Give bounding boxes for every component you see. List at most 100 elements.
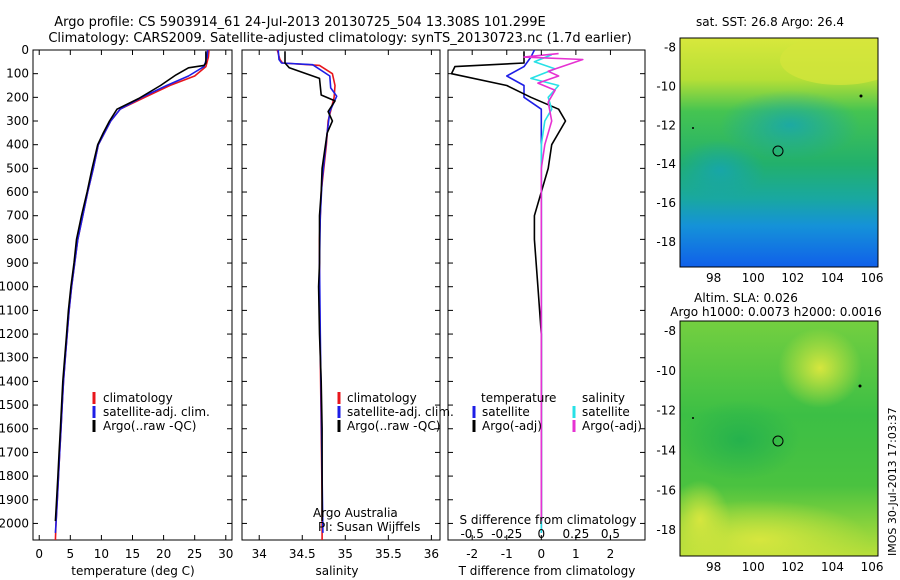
salinity-annotation-line-1: Argo Australia (313, 506, 398, 520)
legend-title-salinity: salinity (582, 391, 625, 405)
s-tick-label: -0.25 (491, 527, 522, 541)
legend-label-climatology: climatology (347, 391, 417, 405)
legend-label-satellite: satellite-adj. clim. (347, 405, 454, 419)
s-difference-label: S difference from climatology (460, 513, 637, 527)
title-line-1: Argo profile: CS 5903914_61 24-Jul-2013 … (54, 15, 545, 30)
y-tick-label: 600 (6, 185, 29, 199)
sst-map-frame (679, 37, 879, 268)
salinity-legend: climatology satellite-adj. clim. Argo(..… (337, 391, 454, 433)
map-y-tick-label: -10 (656, 364, 676, 378)
legend-label-temp-satellite: satellite (482, 405, 530, 419)
map-y-tick-label: -10 (656, 80, 676, 94)
series-line-argo-raw-qc (284, 51, 336, 522)
map-x-tick-label: 98 (706, 271, 721, 285)
x-tick-label: 34 (252, 547, 267, 561)
temperature-panel (32, 49, 233, 541)
y-tick-label: 300 (6, 114, 29, 128)
y-tick-label: 700 (6, 209, 29, 223)
difference-legend-salinity: salinity satellite Argo(-adj) (572, 391, 642, 433)
y-tick-label: 1200 (0, 327, 29, 341)
series-line-salinity-argo-adj (523, 52, 584, 522)
map-x-tick-label: 104 (821, 271, 844, 285)
salinity-series (276, 49, 338, 540)
map-y-tick-label: -12 (656, 118, 676, 132)
sla-map-title-2: Argo h1000: 0.0073 h2000: 0.0016 (670, 305, 882, 319)
title-line-2: Climatology: CARS2009. Satellite-adjuste… (48, 31, 631, 46)
difference-legend-temperature: temperature satellite Argo(-adj) (472, 391, 556, 433)
difference-xlabel: T difference from climatology (458, 564, 636, 578)
y-tick-label: 800 (6, 232, 29, 246)
sla-high-patch (680, 480, 730, 556)
x-tick-label: -2 (466, 547, 478, 561)
y-tick-label: 400 (6, 138, 29, 152)
legend-title-temperature: temperature (481, 391, 556, 405)
s-tick-label: 0.5 (601, 527, 620, 541)
sla-argo-marker (772, 435, 784, 447)
x-tick-label: -1 (501, 547, 513, 561)
y-tick-label: 1400 (0, 374, 29, 388)
map-x-tick-label: 100 (742, 560, 765, 574)
sla-island-dot (858, 384, 862, 388)
x-tick-label: 5 (66, 547, 74, 561)
series-line-argo-raw-qc (54, 51, 207, 522)
x-tick-label: 10 (94, 547, 109, 561)
series-line-temperature-argo-adj (450, 51, 567, 522)
x-tick-label: 25 (187, 547, 202, 561)
map-x-tick-label: 106 (861, 271, 884, 285)
legend-label-satellite: satellite-adj. clim. (103, 405, 210, 419)
x-tick-label: 0 (537, 547, 545, 561)
salinity-panel (241, 49, 441, 541)
x-tick-label: 35 (338, 547, 353, 561)
sst-cool-patch (720, 90, 860, 160)
map-x-tick-label: 106 (861, 560, 884, 574)
y-tick-label: 1000 (0, 280, 29, 294)
y-tick-label: 1300 (0, 351, 29, 365)
x-tick-label: 34.5 (289, 547, 316, 561)
legend-label-climatology: climatology (103, 391, 173, 405)
y-tick-label: 0 (21, 43, 29, 57)
map-y-tick-label: -8 (664, 41, 676, 55)
y-tick-label: 200 (6, 90, 29, 104)
sst-map: sat. SST: 26.8 Argo: 26.4 (679, 15, 879, 268)
map-x-tick-label: 102 (781, 560, 804, 574)
temperature-xlabel: temperature (deg C) (71, 564, 194, 578)
salinity-xlabel: salinity (315, 564, 358, 578)
footer-stamp: IMOS 30-Jul-2013 17:03:37 (886, 407, 899, 556)
sst-island-dot (692, 127, 694, 129)
series-line-satellite-adj-clim (54, 49, 209, 533)
x-tick-label: 36 (424, 547, 439, 561)
s-tick-label: 0.25 (563, 527, 590, 541)
map-y-tick-label: -14 (656, 157, 676, 171)
x-tick-label: 15 (125, 547, 140, 561)
series-line-temperature-satellite (505, 49, 543, 533)
y-tick-label: 500 (6, 161, 29, 175)
map-x-tick-label: 98 (706, 560, 721, 574)
x-tick-label: 0 (35, 547, 43, 561)
y-tick-label: 100 (6, 67, 29, 81)
map-x-tick-label: 104 (821, 560, 844, 574)
y-tick-label: 1600 (0, 422, 29, 436)
temperature-legend: climatology satellite-adj. clim. Argo(..… (92, 391, 210, 433)
sst-cool-patch (680, 140, 765, 200)
axes: 0 5 10 15 20 25 300100200300400500600700800900… (0, 41, 884, 574)
sla-low-patch (680, 400, 800, 480)
s-tick-label: 0 (537, 527, 545, 541)
map-y-tick-label: -16 (656, 483, 676, 497)
y-tick-label: 1700 (0, 445, 29, 459)
map-y-tick-label: -14 (656, 443, 676, 457)
map-y-tick-label: -16 (656, 196, 676, 210)
temperature-series (54, 49, 210, 541)
y-tick-label: 1800 (0, 469, 29, 483)
series-line-satellite-adj-clim (277, 49, 338, 533)
sla-map-frame (679, 320, 879, 557)
series-line-salinity-satellite (530, 53, 560, 533)
y-tick-label: 2000 (0, 516, 29, 530)
y-tick-label: 1900 (0, 493, 29, 507)
x-tick-label: 30 (218, 547, 233, 561)
map-y-tick-label: -12 (656, 404, 676, 418)
legend-label-sal-argo: Argo(-adj) (582, 419, 642, 433)
x-tick-label: 2 (607, 547, 615, 561)
sla-map-title: Altim. SLA: 0.026 (694, 291, 798, 305)
y-tick-label: 900 (6, 256, 29, 270)
